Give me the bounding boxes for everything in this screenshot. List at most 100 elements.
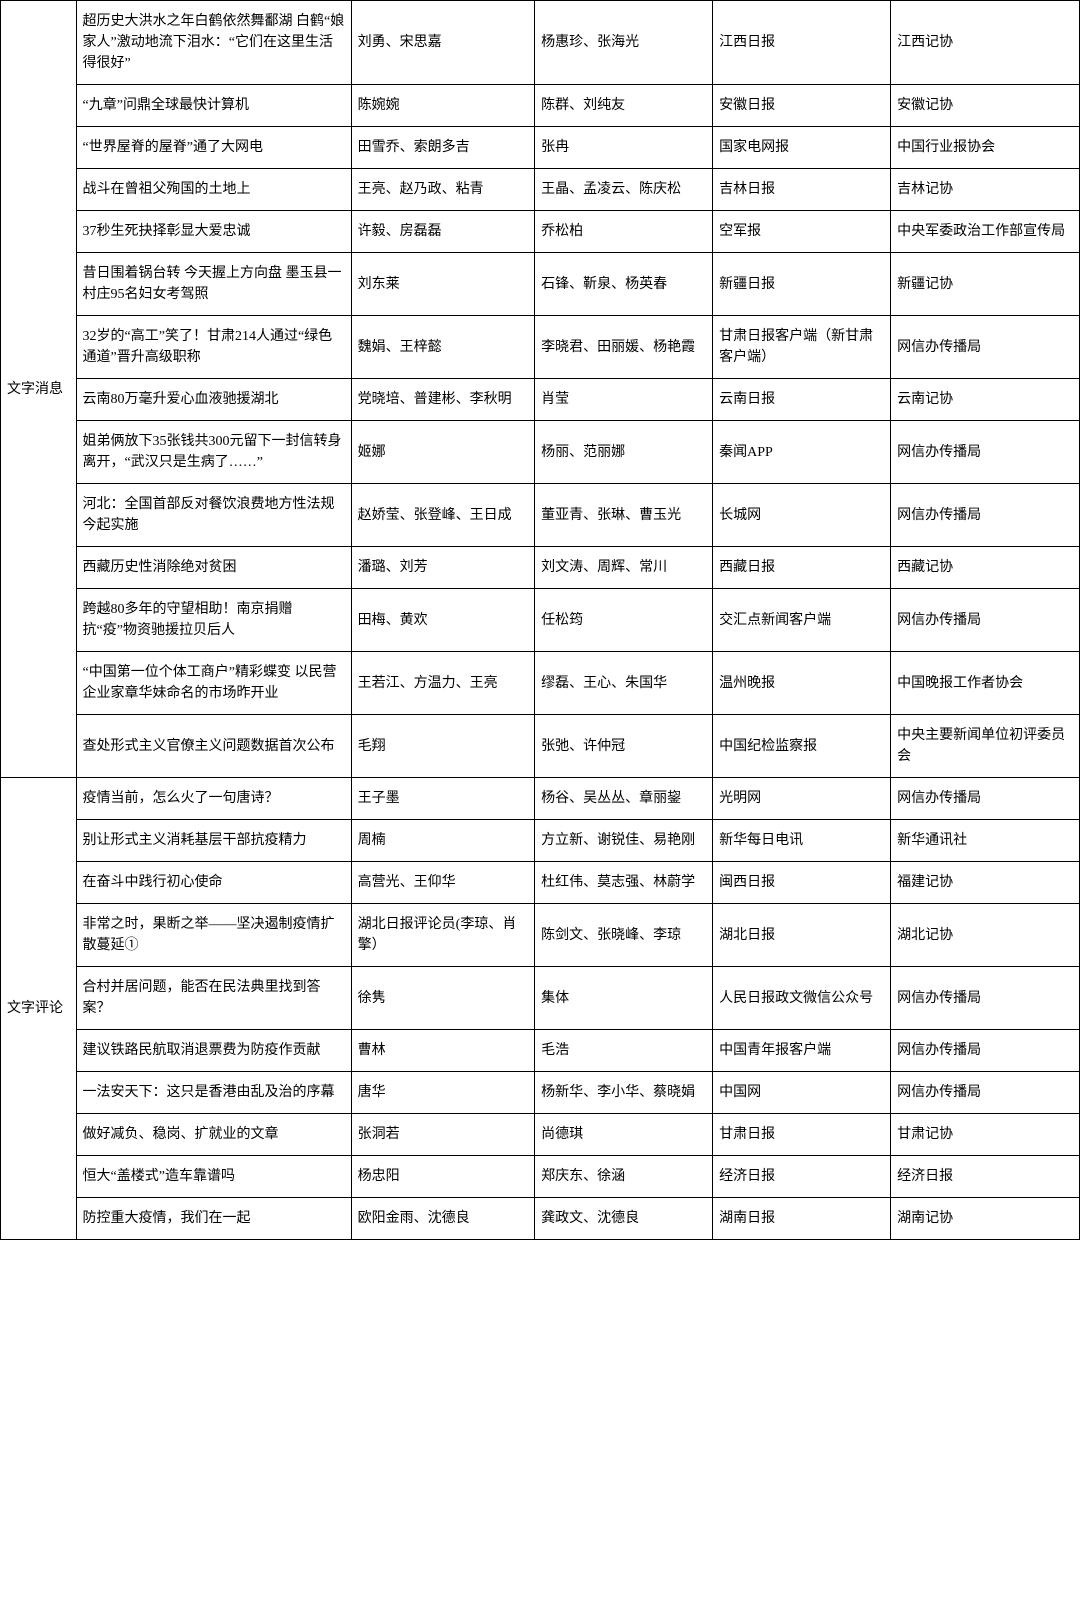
title-cell: 昔日围着锅台转 今天握上方向盘 墨玉县一村庄95名妇女考驾照 [76, 253, 351, 316]
org-cell: 福建记协 [891, 862, 1080, 904]
table-row: 文字评论疫情当前，怎么火了一句唐诗？王子墨杨谷、吴丛丛、章丽鋆光明网网信办传播局 [1, 778, 1080, 820]
author-cell: 杨忠阳 [351, 1156, 534, 1198]
editor-cell: 任松筠 [535, 589, 713, 652]
source-cell: 安徽日报 [713, 85, 891, 127]
org-cell: 中国行业报协会 [891, 127, 1080, 169]
table-row: “中国第一位个体工商户”精彩蝶变 以民营企业家章华妹命名的市场昨开业王若江、方温… [1, 652, 1080, 715]
table-row: 河北：全国首部反对餐饮浪费地方性法规今起实施赵娇莹、张登峰、王日成董亚青、张琳、… [1, 484, 1080, 547]
table-row: 跨越80多年的守望相助！南京捐赠抗“疫”物资驰援拉贝后人田梅、黄欢任松筠交汇点新… [1, 589, 1080, 652]
table-row: 一法安天下：这只是香港由乱及治的序幕唐华杨新华、李小华、蔡晓娟中国网网信办传播局 [1, 1072, 1080, 1114]
title-cell: 建议铁路民航取消退票费为防疫作贡献 [76, 1030, 351, 1072]
editor-cell: 肖莹 [535, 379, 713, 421]
source-cell: 湖北日报 [713, 904, 891, 967]
table-row: 别让形式主义消耗基层干部抗疫精力周楠方立新、谢锐佳、易艳刚新华每日电讯新华通讯社 [1, 820, 1080, 862]
source-cell: 江西日报 [713, 1, 891, 85]
editor-cell: 杨惠珍、张海光 [535, 1, 713, 85]
title-cell: 37秒生死抉择彰显大爱忠诚 [76, 211, 351, 253]
org-cell: 新疆记协 [891, 253, 1080, 316]
editor-cell: 杨谷、吴丛丛、章丽鋆 [535, 778, 713, 820]
org-cell: 网信办传播局 [891, 484, 1080, 547]
source-cell: 西藏日报 [713, 547, 891, 589]
org-cell: 西藏记协 [891, 547, 1080, 589]
editor-cell: 杨丽、范丽娜 [535, 421, 713, 484]
org-cell: 网信办传播局 [891, 1072, 1080, 1114]
editor-cell: 集体 [535, 967, 713, 1030]
editor-cell: 龚政文、沈德良 [535, 1198, 713, 1240]
editor-cell: 陈剑文、张晓峰、李琼 [535, 904, 713, 967]
source-cell: 交汇点新闻客户端 [713, 589, 891, 652]
author-cell: 田雪乔、索朗多吉 [351, 127, 534, 169]
editor-cell: 杨新华、李小华、蔡晓娟 [535, 1072, 713, 1114]
title-cell: 防控重大疫情，我们在一起 [76, 1198, 351, 1240]
title-cell: “九章”问鼎全球最快计算机 [76, 85, 351, 127]
author-cell: 陈婉婉 [351, 85, 534, 127]
source-cell: 吉林日报 [713, 169, 891, 211]
editor-cell: 方立新、谢锐佳、易艳刚 [535, 820, 713, 862]
category-cell: 文字评论 [1, 778, 77, 1240]
org-cell: 湖南记协 [891, 1198, 1080, 1240]
author-cell: 曹林 [351, 1030, 534, 1072]
source-cell: 中国纪检监察报 [713, 715, 891, 778]
table-row: 建议铁路民航取消退票费为防疫作贡献曹林毛浩中国青年报客户端网信办传播局 [1, 1030, 1080, 1072]
editor-cell: 毛浩 [535, 1030, 713, 1072]
editor-cell: 李晓君、田丽媛、杨艳霞 [535, 316, 713, 379]
title-cell: 查处形式主义官僚主义问题数据首次公布 [76, 715, 351, 778]
author-cell: 王亮、赵乃政、粘青 [351, 169, 534, 211]
title-cell: 疫情当前，怎么火了一句唐诗？ [76, 778, 351, 820]
author-cell: 刘东莱 [351, 253, 534, 316]
table-row: 查处形式主义官僚主义问题数据首次公布毛翔张弛、许仲冠中国纪检监察报中央主要新闻单… [1, 715, 1080, 778]
title-cell: 别让形式主义消耗基层干部抗疫精力 [76, 820, 351, 862]
org-cell: 网信办传播局 [891, 316, 1080, 379]
org-cell: 中国晚报工作者协会 [891, 652, 1080, 715]
title-cell: 西藏历史性消除绝对贫困 [76, 547, 351, 589]
table-row: 在奋斗中践行初心使命高营光、王仰华杜红伟、莫志强、林蔚学闽西日报福建记协 [1, 862, 1080, 904]
table-row: 非常之时，果断之举——坚决遏制疫情扩散蔓延①湖北日报评论员(李琼、肖擎）陈剑文、… [1, 904, 1080, 967]
editor-cell: 郑庆东、徐涵 [535, 1156, 713, 1198]
org-cell: 中央主要新闻单位初评委员会 [891, 715, 1080, 778]
table-row: 做好减负、稳岗、扩就业的文章张洞若尚德琪甘肃日报甘肃记协 [1, 1114, 1080, 1156]
org-cell: 网信办传播局 [891, 1030, 1080, 1072]
title-cell: 超历史大洪水之年白鹤依然舞鄱湖 白鹤“娘家人”激动地流下泪水：“它们在这里生活得… [76, 1, 351, 85]
author-cell: 姬娜 [351, 421, 534, 484]
org-cell: 湖北记协 [891, 904, 1080, 967]
author-cell: 欧阳金雨、沈德良 [351, 1198, 534, 1240]
editor-cell: 董亚青、张琳、曹玉光 [535, 484, 713, 547]
source-cell: 长城网 [713, 484, 891, 547]
title-cell: 战斗在曾祖父殉国的土地上 [76, 169, 351, 211]
author-cell: 王子墨 [351, 778, 534, 820]
title-cell: “世界屋脊的屋脊”通了大网电 [76, 127, 351, 169]
author-cell: 徐隽 [351, 967, 534, 1030]
org-cell: 江西记协 [891, 1, 1080, 85]
table-row: 姐弟俩放下35张钱共300元留下一封信转身离开，“武汉只是生病了……”姬娜杨丽、… [1, 421, 1080, 484]
table-row: 防控重大疫情，我们在一起欧阳金雨、沈德良龚政文、沈德良湖南日报湖南记协 [1, 1198, 1080, 1240]
table-row: 文字消息超历史大洪水之年白鹤依然舞鄱湖 白鹤“娘家人”激动地流下泪水：“它们在这… [1, 1, 1080, 85]
editor-cell: 张冉 [535, 127, 713, 169]
source-cell: 中国网 [713, 1072, 891, 1114]
org-cell: 网信办传播局 [891, 589, 1080, 652]
table-row: 合村并居问题，能否在民法典里找到答案？徐隽集体人民日报政文微信公众号网信办传播局 [1, 967, 1080, 1030]
org-cell: 甘肃记协 [891, 1114, 1080, 1156]
title-cell: 河北：全国首部反对餐饮浪费地方性法规今起实施 [76, 484, 351, 547]
author-cell: 魏娟、王梓懿 [351, 316, 534, 379]
source-cell: 云南日报 [713, 379, 891, 421]
author-cell: 王若江、方温力、王亮 [351, 652, 534, 715]
author-cell: 张洞若 [351, 1114, 534, 1156]
org-cell: 云南记协 [891, 379, 1080, 421]
author-cell: 田梅、黄欢 [351, 589, 534, 652]
org-cell: 新华通讯社 [891, 820, 1080, 862]
title-cell: 一法安天下：这只是香港由乱及治的序幕 [76, 1072, 351, 1114]
source-cell: 秦闻APP [713, 421, 891, 484]
table-row: 西藏历史性消除绝对贫困潘璐、刘芳刘文涛、周辉、常川西藏日报西藏记协 [1, 547, 1080, 589]
table-row: 恒大“盖楼式”造车靠谱吗杨忠阳郑庆东、徐涵经济日报经济日报 [1, 1156, 1080, 1198]
author-cell: 潘璐、刘芳 [351, 547, 534, 589]
table-row: 昔日围着锅台转 今天握上方向盘 墨玉县一村庄95名妇女考驾照刘东莱石锋、靳泉、杨… [1, 253, 1080, 316]
author-cell: 刘勇、宋思嘉 [351, 1, 534, 85]
title-cell: 恒大“盖楼式”造车靠谱吗 [76, 1156, 351, 1198]
org-cell: 经济日报 [891, 1156, 1080, 1198]
source-cell: 闽西日报 [713, 862, 891, 904]
news-awards-table: 文字消息超历史大洪水之年白鹤依然舞鄱湖 白鹤“娘家人”激动地流下泪水：“它们在这… [0, 0, 1080, 1240]
editor-cell: 陈群、刘纯友 [535, 85, 713, 127]
author-cell: 许毅、房磊磊 [351, 211, 534, 253]
source-cell: 甘肃日报客户端（新甘肃客户端） [713, 316, 891, 379]
author-cell: 毛翔 [351, 715, 534, 778]
